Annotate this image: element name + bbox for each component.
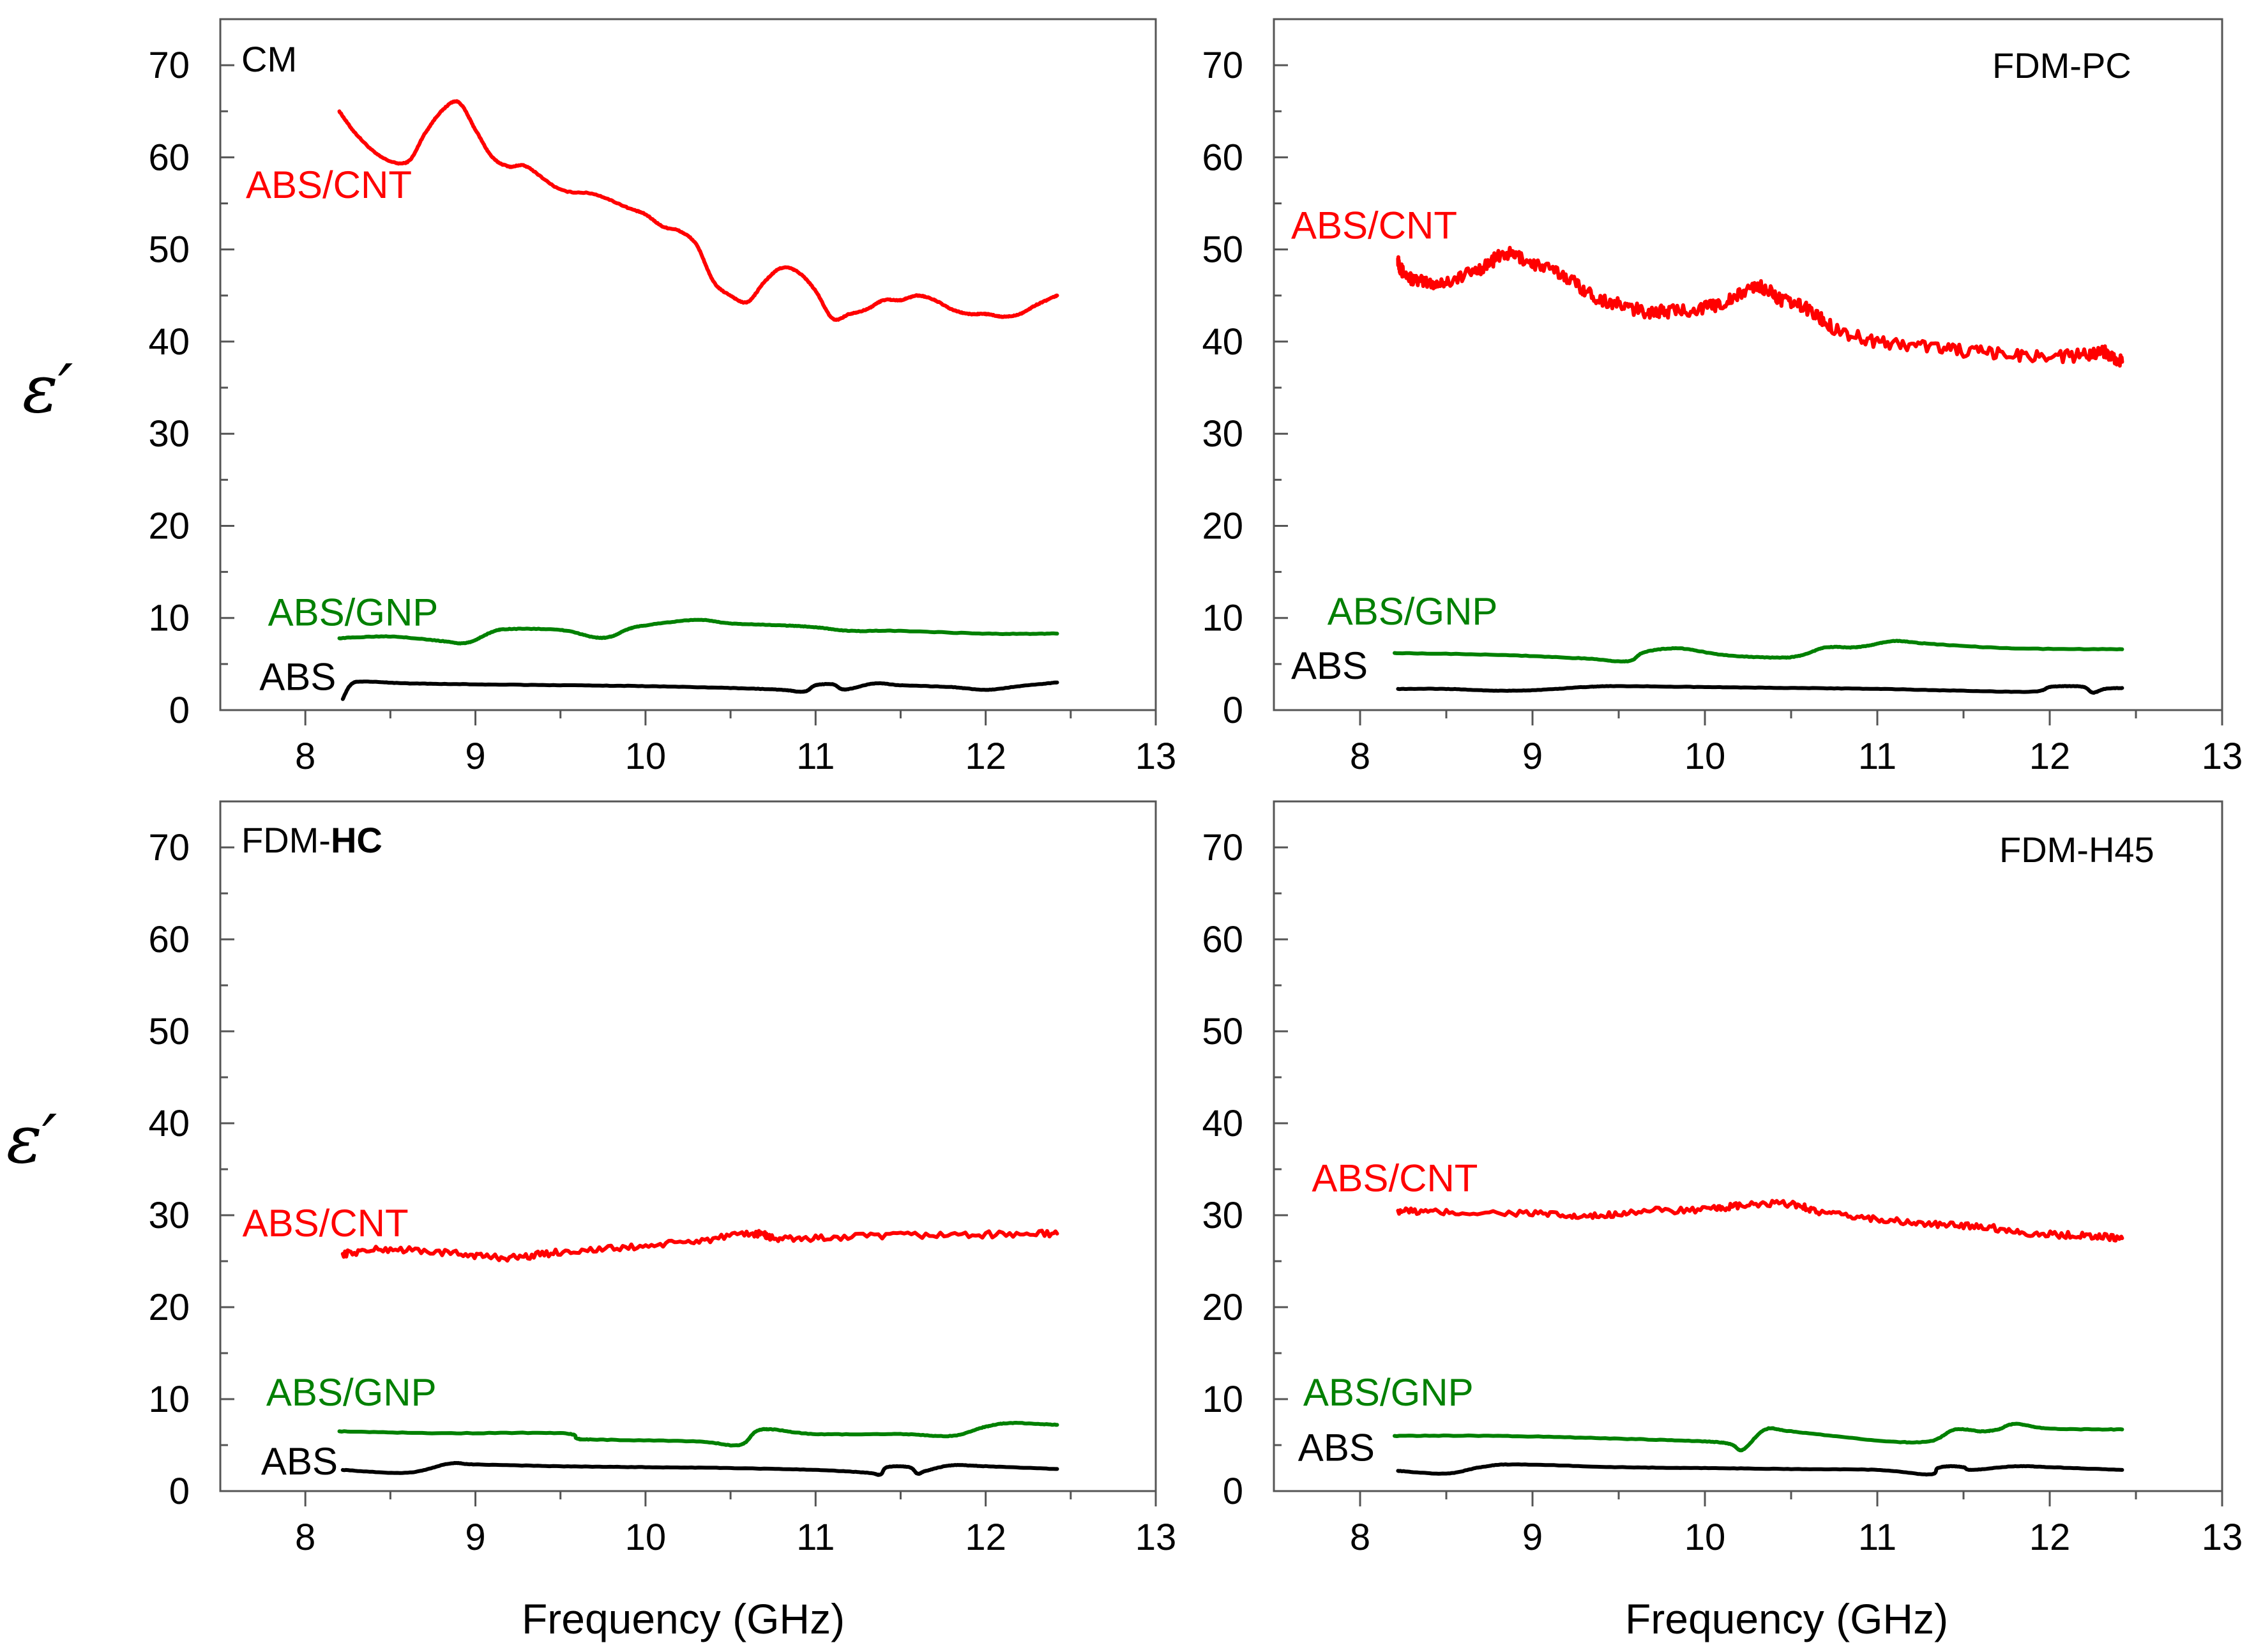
series-line-abs-gnp <box>337 1421 1059 1448</box>
series-label-abs-gnp: ABS/GNP <box>268 591 439 633</box>
y-tick-label: 10 <box>148 598 190 639</box>
y-tick-label: 40 <box>148 1103 190 1144</box>
y-tick-label: 30 <box>1202 413 1243 455</box>
x-tick-label: 12 <box>2029 736 2071 777</box>
x-tick-label: 9 <box>1522 1517 1543 1558</box>
panel-label-cm: CM <box>241 39 297 79</box>
series-label-abs: ABS <box>1291 644 1368 687</box>
series-line-abs-cnt <box>337 99 1059 322</box>
series-line-abs-cnt <box>1396 1199 2124 1243</box>
y-tick-label: 70 <box>1202 827 1243 868</box>
x-tick-label: 11 <box>1858 736 1896 777</box>
y-tick-label: 10 <box>1202 598 1243 639</box>
x-tick-label: 10 <box>1684 736 1726 777</box>
series-line-abs-gnp <box>1393 639 2124 663</box>
x-tick-label: 9 <box>465 1517 485 1558</box>
series-label-abs-gnp: ABS/GNP <box>1303 1371 1474 1414</box>
y-tick-label: 70 <box>1202 45 1243 86</box>
plot-frame <box>1273 800 2223 1492</box>
series-label-abs-cnt: ABS/CNT <box>1291 204 1457 246</box>
y-tick-label: 10 <box>148 1379 190 1420</box>
y-tick-label: 0 <box>169 1471 190 1512</box>
series-line-abs <box>1396 684 2124 695</box>
series-label-abs: ABS <box>261 1440 338 1483</box>
y-tick-label: 60 <box>148 137 190 178</box>
y-tick-label: 0 <box>1223 1471 1243 1512</box>
x-tick-label: 8 <box>295 1517 315 1558</box>
y-tick-label: 40 <box>148 321 190 363</box>
y-tick-label: 70 <box>148 827 190 868</box>
y-tick-label: 20 <box>1202 505 1243 547</box>
x-tick-label: 9 <box>1522 736 1543 777</box>
y-tick-label: 30 <box>148 413 190 455</box>
x-tick-label: 13 <box>1135 1517 1177 1558</box>
panel-label-fdm-hc: FDM-HC <box>241 820 382 860</box>
panel-label-fdm-h45: FDM-H45 <box>1999 830 2154 870</box>
y-tick-label: 0 <box>169 690 190 731</box>
plot-frame <box>219 800 1157 1492</box>
plot-frame <box>1273 18 2223 711</box>
y-tick-label: 40 <box>1202 1103 1243 1144</box>
x-tick-label: 11 <box>796 1517 835 1558</box>
y-tick-label: 50 <box>1202 1011 1243 1052</box>
y-axis-symbol-top: ε′ <box>22 350 73 428</box>
y-tick-label: 10 <box>1202 1379 1243 1420</box>
y-tick-label: 60 <box>1202 919 1243 960</box>
series-line-abs-gnp <box>337 618 1059 646</box>
series-label-abs-gnp: ABS/GNP <box>1328 590 1498 633</box>
x-axis-title-left: Frequency (GHz) <box>522 1595 845 1642</box>
series-line-abs <box>1396 1462 2124 1477</box>
x-tick-label: 13 <box>2202 1517 2243 1558</box>
y-tick-label: 60 <box>148 919 190 960</box>
y-tick-label: 30 <box>148 1195 190 1236</box>
series-label-abs-cnt: ABS/CNT <box>246 163 412 206</box>
series-label-abs-cnt: ABS/CNT <box>243 1202 409 1245</box>
y-tick-label: 50 <box>148 229 190 271</box>
series-line-abs <box>340 1460 1059 1477</box>
y-tick-label: 70 <box>148 45 190 86</box>
series-line-abs <box>340 679 1059 701</box>
x-tick-label: 9 <box>465 736 485 777</box>
series-label-abs: ABS <box>259 655 336 698</box>
x-tick-label: 11 <box>1858 1517 1896 1558</box>
series-label-abs-cnt: ABS/CNT <box>1312 1157 1478 1200</box>
x-tick-label: 13 <box>2202 736 2243 777</box>
x-tick-label: 10 <box>625 736 667 777</box>
x-tick-label: 13 <box>1135 736 1177 777</box>
plot-frame <box>219 18 1157 711</box>
y-tick-label: 50 <box>148 1011 190 1052</box>
y-tick-label: 20 <box>148 505 190 547</box>
y-axis-symbol-bottom: ε′ <box>6 1100 57 1178</box>
series-line-abs-cnt <box>340 1229 1059 1263</box>
x-tick-label: 12 <box>2029 1517 2071 1558</box>
x-axis-title-right: Frequency (GHz) <box>1625 1595 1948 1642</box>
y-tick-label: 0 <box>1223 690 1243 731</box>
series-line-abs-gnp <box>1393 1421 2124 1453</box>
x-tick-label: 10 <box>625 1517 667 1558</box>
y-tick-label: 20 <box>1202 1287 1243 1328</box>
x-tick-label: 12 <box>965 1517 1006 1558</box>
series-label-abs-gnp: ABS/GNP <box>266 1371 437 1414</box>
chart-panel-4: 0 10 20 30 40 50 60 70 8 9 10 11 12 13 ABS/CNT ABS/GNP A… <box>1202 800 2243 1558</box>
y-tick-label: 30 <box>1202 1195 1243 1236</box>
x-tick-label: 8 <box>1350 736 1370 777</box>
y-tick-label: 20 <box>148 1287 190 1328</box>
series-label-abs: ABS <box>1298 1426 1375 1469</box>
y-tick-label: 40 <box>1202 321 1243 363</box>
chart-panel-2: 0 10 20 30 40 50 60 70 8 9 10 11 12 13 ABS/CNT ABS/GNP A… <box>1202 18 2243 777</box>
x-tick-label: 10 <box>1684 1517 1726 1558</box>
series-line-abs-cnt <box>1396 246 2124 368</box>
panel-label-fdm-pc: FDM-PC <box>1992 45 2131 86</box>
x-tick-label: 8 <box>1350 1517 1370 1558</box>
y-tick-label: 50 <box>1202 229 1243 271</box>
y-tick-label: 60 <box>1202 137 1243 178</box>
x-tick-label: 8 <box>295 736 315 777</box>
chart-panel-3: 0 10 20 30 40 50 60 70 8 9 10 11 12 13 ABS/CNT ABS/GNP A… <box>148 800 1177 1558</box>
x-tick-label: 11 <box>796 736 835 777</box>
chart-panel-1: 0 10 20 30 40 50 60 70 8 9 10 11 12 13 ABS/CNT ABS/GNP A… <box>148 18 1177 777</box>
x-tick-label: 12 <box>965 736 1006 777</box>
